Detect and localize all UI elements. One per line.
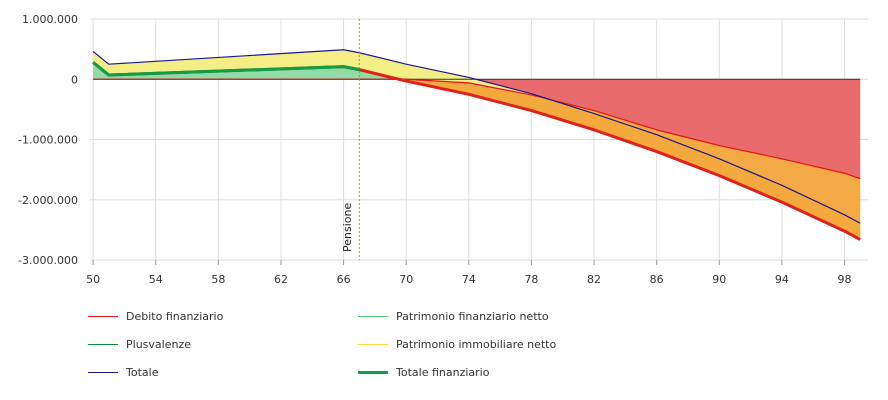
legend-swatch [88, 315, 118, 317]
series-line-totale-finanziario-positive [92, 61, 360, 77]
legend: Debito finanziario Patrimonio finanziario… [88, 303, 648, 387]
x-tick-label: 86 [650, 273, 664, 286]
series-line-debito-finanziario [93, 78, 861, 180]
legend-label: Totale finanziario [396, 365, 490, 379]
legend-swatch [358, 370, 388, 374]
y-tick-label: 1.000.000 [22, 13, 78, 26]
y-tick-label: 0 [71, 73, 78, 86]
x-tick-label: 82 [587, 273, 601, 286]
x-tick-label: 58 [211, 273, 225, 286]
x-tick-label: 94 [775, 273, 789, 286]
x-tick-label: 66 [337, 273, 351, 286]
legend-swatch [358, 343, 388, 345]
legend-swatch [358, 315, 388, 317]
y-tick-label: -2.000.000 [18, 194, 78, 207]
x-tick-label: 98 [838, 273, 852, 286]
legend-label: Debito finanziario [126, 309, 224, 323]
x-tick-label: 90 [712, 273, 726, 286]
area-gap [93, 62, 861, 240]
legend-label: Patrimonio finanziario netto [396, 309, 549, 323]
legend-label: Patrimonio immobiliare netto [396, 337, 557, 351]
x-tick-label: 74 [462, 273, 476, 286]
pensione-label: Pensione [341, 203, 354, 252]
legend-label: Plusvalenze [126, 337, 191, 351]
series-line-totale [92, 49, 861, 224]
y-axis-ticks: 1.000.000 0 -1.000.000 -2.000.000 -3.000.000 [18, 13, 78, 267]
area-patrimonio-finanziario-netto [93, 62, 861, 80]
y-tick-label: -1.000.000 [18, 134, 78, 147]
y-tick-label: -3.000.000 [18, 254, 78, 267]
legend-item[interactable]: Totale finanziario [358, 365, 489, 379]
series-lines [92, 49, 861, 241]
areas [93, 49, 861, 240]
legend-swatch [88, 343, 118, 345]
x-tick-label: 78 [524, 273, 538, 286]
legend-item[interactable]: Debito finanziario [88, 309, 223, 323]
legend-item[interactable]: Plusvalenze [88, 337, 191, 351]
chart: Pensione 1.000.000 0 -1.000.000 -2.000.000 -… [18, 13, 868, 286]
legend-item[interactable]: Patrimonio immobiliare netto [358, 337, 556, 351]
annotations: Pensione [341, 19, 360, 260]
legend-swatch [88, 371, 118, 373]
x-tick-label: 50 [86, 273, 100, 286]
x-tick-label: 70 [399, 273, 413, 286]
legend-label: Totale [126, 365, 159, 379]
legend-item[interactable]: Patrimonio finanziario netto [358, 309, 549, 323]
x-axis-ticks: 50 54 58 62 66 70 74 78 82 86 90 94 98 [86, 260, 852, 286]
x-tick-label: 62 [274, 273, 288, 286]
legend-item[interactable]: Totale [88, 365, 158, 379]
area-debito-finanziario [93, 79, 861, 179]
x-tick-label: 54 [149, 273, 163, 286]
